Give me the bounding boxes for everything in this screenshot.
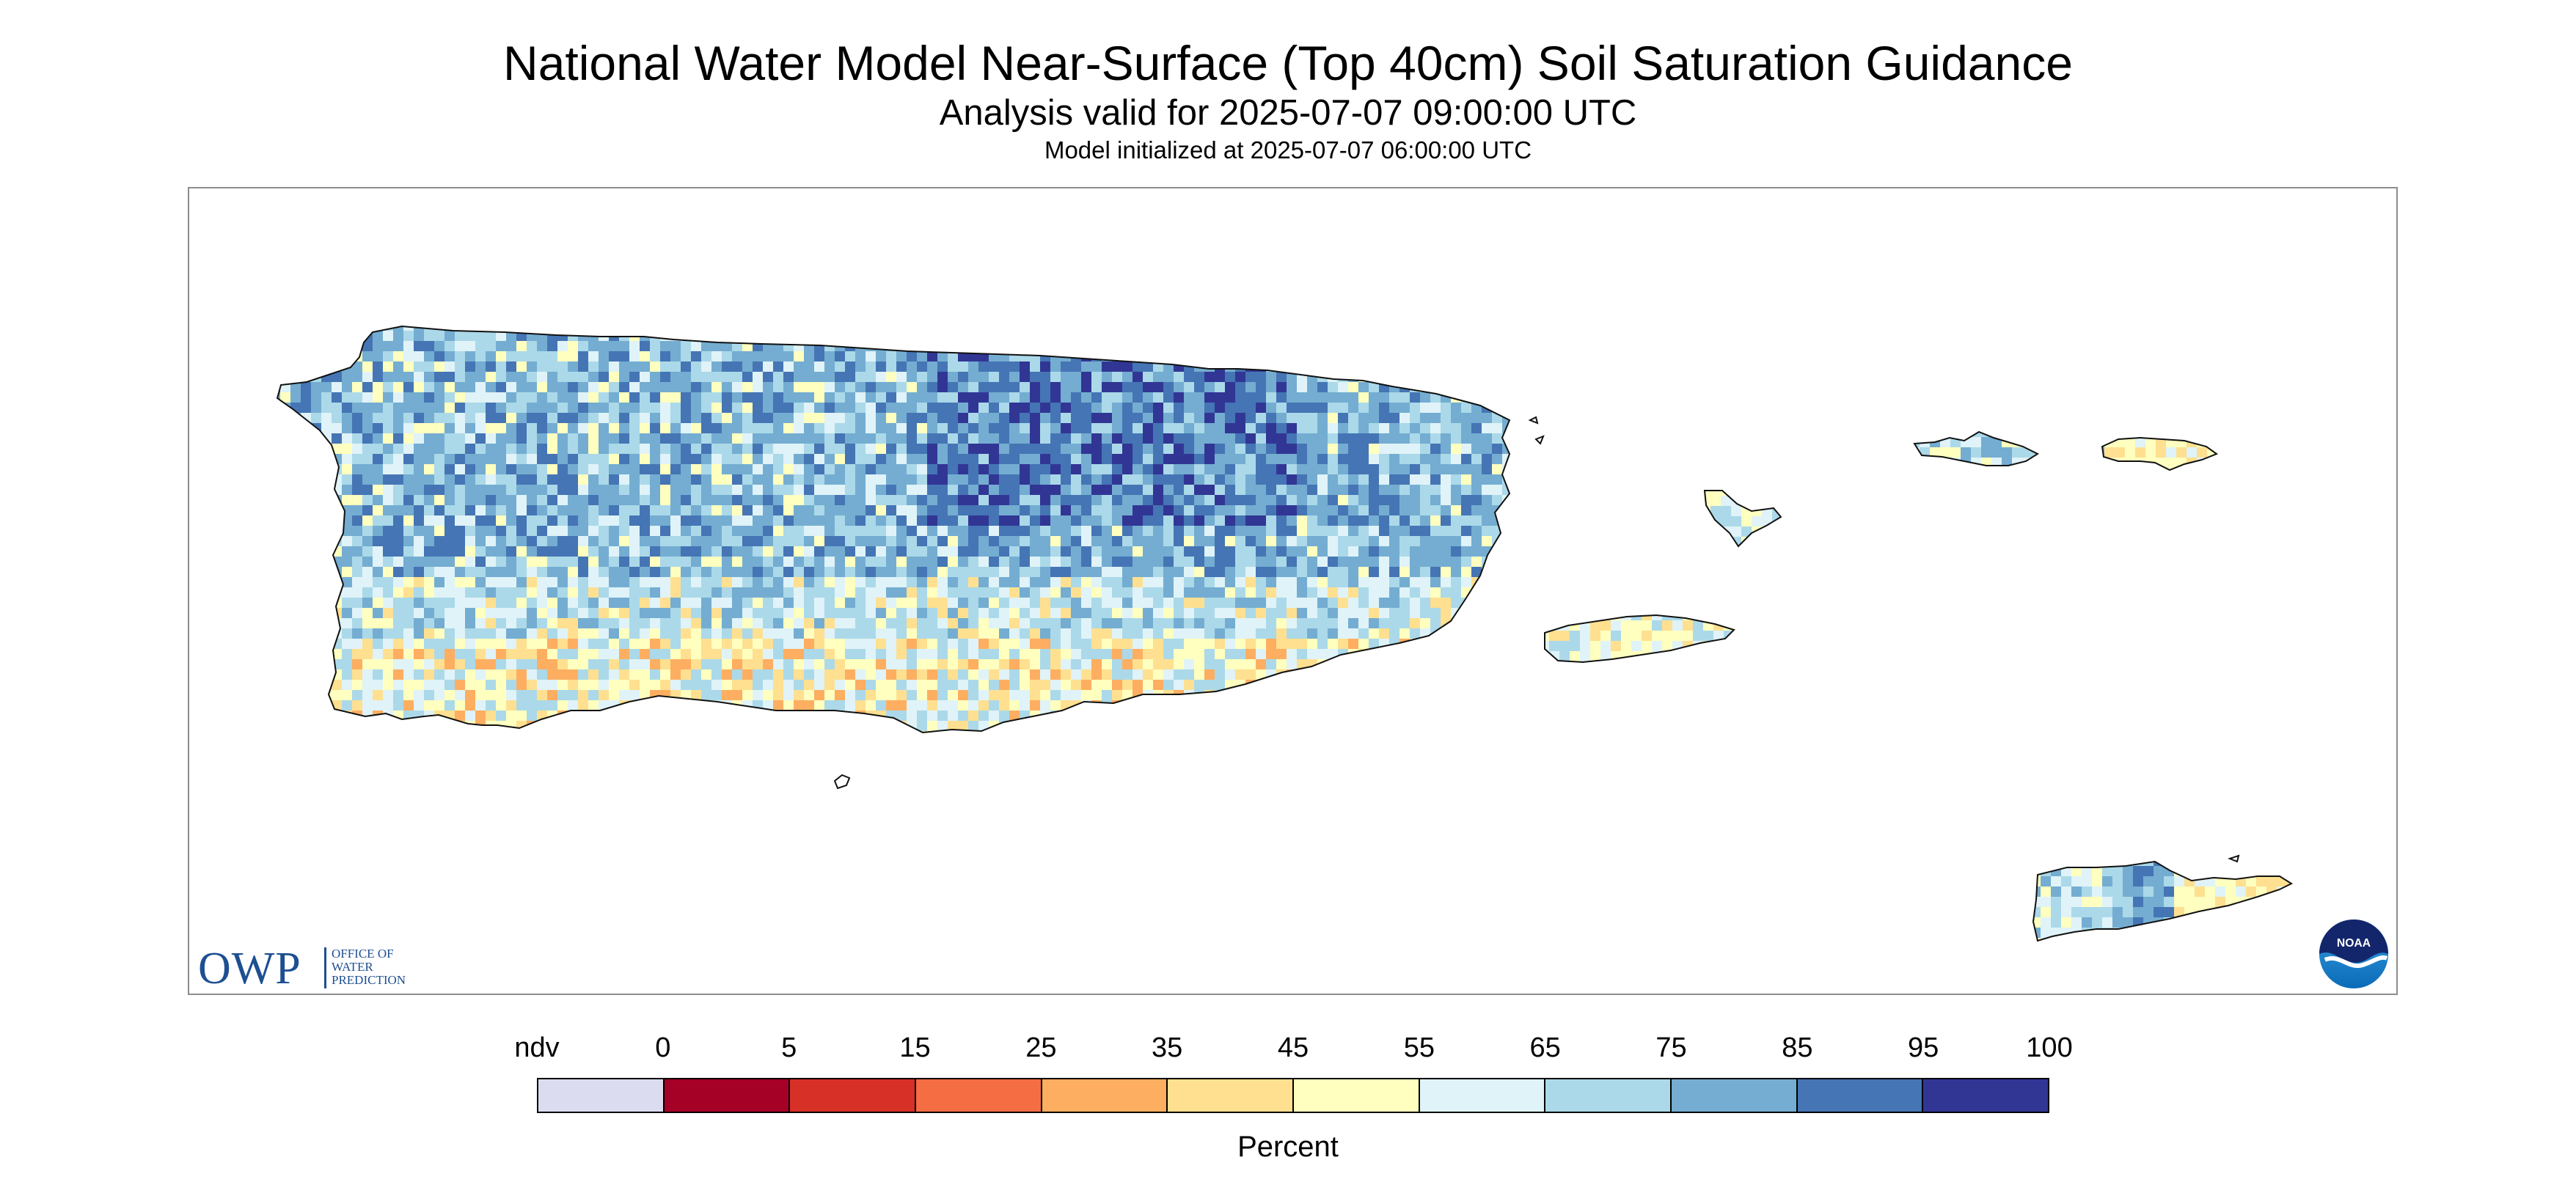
noaa-logo: NOAA bbox=[2319, 919, 2389, 989]
noaa-logo-text: NOAA bbox=[2337, 937, 2371, 950]
map-frame bbox=[188, 187, 2398, 995]
culebra-saturation-grid bbox=[1705, 491, 1781, 546]
owp-logo-subtitle: OFFICE OF WATER PREDICTION bbox=[332, 947, 406, 987]
map-title: National Water Model Near-Surface (Top 4… bbox=[503, 36, 2073, 90]
owp-logo-line-2: WATER bbox=[332, 960, 373, 974]
map-subtitle: Analysis valid for 2025-07-07 09:00:00 U… bbox=[939, 93, 1637, 133]
colorbar-segment-11 bbox=[1922, 1078, 2050, 1113]
colorbar-title: Percent bbox=[1237, 1131, 1339, 1163]
colorbar-segment-2 bbox=[788, 1078, 915, 1113]
small-cay-3 bbox=[2228, 854, 2240, 863]
colorbar-tick-label: ndv bbox=[514, 1032, 560, 1063]
colorbar-segment-5 bbox=[1166, 1078, 1293, 1113]
colorbar-tick-label: 65 bbox=[1529, 1032, 1561, 1063]
colorbar-tick-label: 15 bbox=[899, 1032, 931, 1063]
virgin-islands-coastline bbox=[1913, 430, 2219, 471]
small-cay-2 bbox=[1534, 435, 1545, 445]
coastline-outlines bbox=[277, 326, 2294, 942]
colorbar-segment-10 bbox=[1796, 1078, 1922, 1113]
owp-logo-separator bbox=[324, 947, 326, 988]
soil-saturation-map bbox=[277, 326, 2294, 942]
owp-logo-line-3: PREDICTION bbox=[332, 973, 406, 987]
colorbar-tick-label: 55 bbox=[1403, 1032, 1435, 1063]
colorbar-tick-label: 95 bbox=[1908, 1032, 1939, 1063]
colorbar-tick-label: 5 bbox=[781, 1032, 797, 1063]
colorbar-tick-label: 35 bbox=[1152, 1032, 1183, 1063]
culebra-coastline bbox=[1703, 490, 1782, 548]
st-croix-saturation-grid bbox=[2033, 862, 2291, 941]
owp-logo-line-1: OFFICE OF bbox=[332, 947, 394, 961]
colorbar-segment-8 bbox=[1544, 1078, 1671, 1113]
st-thomas-st-john-saturation-grid bbox=[1914, 432, 2217, 470]
model-init-time: Model initialized at 2025-07-07 06:00:00… bbox=[1044, 136, 1532, 164]
colorbar-tick-label: 75 bbox=[1655, 1032, 1687, 1063]
colorbar-segment-3 bbox=[915, 1078, 1041, 1113]
vieques-coastline bbox=[1544, 614, 1735, 664]
colorbar-segment-1 bbox=[662, 1078, 789, 1113]
colorbar-segment-4 bbox=[1040, 1078, 1167, 1113]
colorbar-segment-0 bbox=[537, 1078, 663, 1113]
colorbar bbox=[537, 1078, 2050, 1113]
st-croix-coastline bbox=[2032, 860, 2294, 942]
colorbar-segment-9 bbox=[1670, 1078, 1796, 1113]
colorbar-tick-label: 85 bbox=[1782, 1032, 1813, 1063]
colorbar-tick-label: 0 bbox=[655, 1032, 671, 1063]
colorbar-tick-label: 45 bbox=[1277, 1032, 1309, 1063]
small-cay-1 bbox=[1528, 416, 1539, 425]
puerto-rico-saturation-grid bbox=[277, 326, 1510, 733]
colorbar-segment-6 bbox=[1292, 1078, 1419, 1113]
colorbar-tick-label: 25 bbox=[1025, 1032, 1057, 1063]
owp-logo: OWP OFFICE OF WATER PREDICTION bbox=[198, 944, 433, 994]
mona-islet-coastline bbox=[833, 774, 851, 790]
colorbar-segment-7 bbox=[1418, 1078, 1545, 1113]
owp-logo-letters: OWP bbox=[198, 944, 301, 994]
colorbar-tick-label: 100 bbox=[2026, 1032, 2073, 1063]
